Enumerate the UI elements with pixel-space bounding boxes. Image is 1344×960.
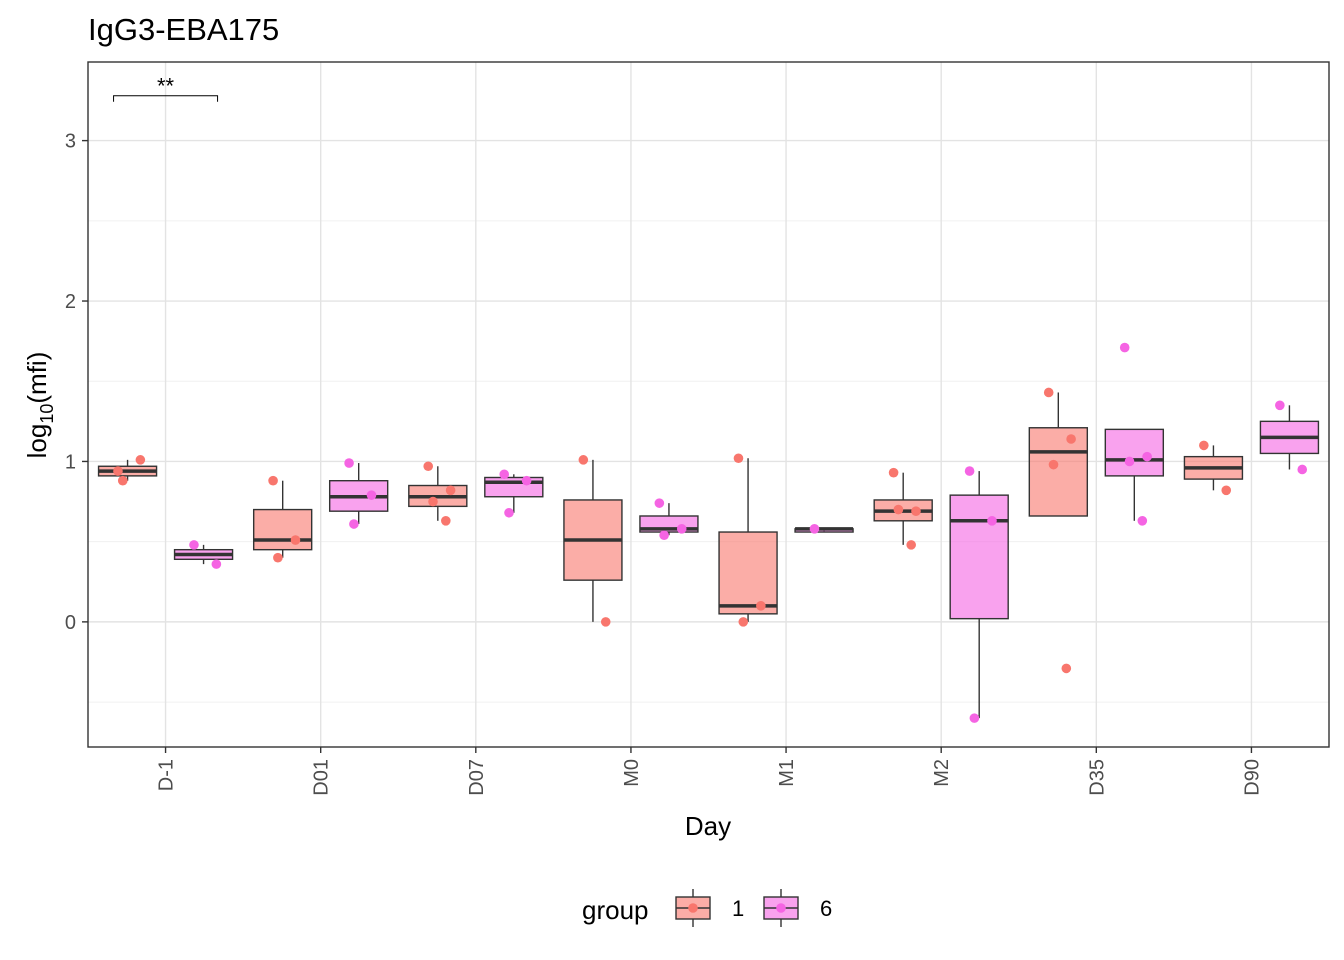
point-6-D-1 bbox=[211, 559, 222, 569]
x-tick-label: M0 bbox=[621, 759, 643, 787]
point-6-D35 bbox=[1137, 516, 1148, 526]
x-tick-label: D35 bbox=[1086, 759, 1108, 796]
point-1-M0 bbox=[578, 455, 589, 465]
box-6-M2 bbox=[949, 471, 1009, 719]
point-1-D90 bbox=[1199, 440, 1209, 451]
point-6-D35 bbox=[1142, 451, 1152, 462]
y-tick-label: 2 bbox=[65, 291, 76, 313]
x-axis-title: Day bbox=[685, 811, 731, 841]
legend-title: group bbox=[582, 895, 649, 925]
point-1-D07 bbox=[445, 485, 456, 496]
point-1-D-1 bbox=[135, 455, 146, 465]
legend-key-6: 6 bbox=[763, 889, 832, 927]
box-6-D90 bbox=[1259, 405, 1320, 470]
box-1-M0 bbox=[563, 459, 623, 622]
x-tick-label: M2 bbox=[931, 759, 953, 787]
point-6-D35 bbox=[1119, 342, 1130, 353]
significance-bracket: ** bbox=[113, 74, 219, 102]
point-1-D90 bbox=[1221, 485, 1232, 496]
legend: group 1 6 bbox=[582, 889, 832, 927]
box-body bbox=[1028, 427, 1089, 517]
point-1-D35 bbox=[1061, 663, 1072, 674]
x-tick-label: D-1 bbox=[156, 759, 178, 791]
point-6-M0 bbox=[654, 498, 665, 508]
point-1-M2 bbox=[893, 504, 904, 515]
legend-label-6: 6 bbox=[820, 896, 832, 921]
box-body bbox=[949, 494, 1009, 620]
point-1-D01 bbox=[290, 535, 301, 545]
box-1-D90 bbox=[1183, 445, 1244, 491]
point-6-M0 bbox=[659, 530, 669, 541]
box-1-D-1 bbox=[97, 459, 158, 481]
y-axis-title: log10(mfi) bbox=[22, 352, 57, 459]
legend-key-1: 1 bbox=[675, 889, 744, 927]
point-1-M1 bbox=[756, 601, 766, 611]
bracket-line bbox=[113, 95, 219, 102]
panel-border bbox=[87, 61, 1330, 748]
point-6-D01 bbox=[344, 458, 354, 468]
point-6-D01 bbox=[366, 490, 377, 500]
legend-point bbox=[776, 903, 786, 913]
point-6-D01 bbox=[349, 519, 359, 529]
y-axis-title-rest: (mfi) bbox=[22, 352, 52, 404]
point-1-D-1 bbox=[113, 466, 123, 476]
point-1-D35 bbox=[1048, 459, 1059, 470]
box-6-D-1 bbox=[173, 544, 234, 565]
point-6-M2 bbox=[964, 466, 975, 476]
point-6-M1 bbox=[809, 524, 820, 534]
x-tick-label: D07 bbox=[466, 759, 488, 796]
panel-background bbox=[88, 62, 1329, 747]
box-body bbox=[718, 531, 778, 615]
y-tick-label: 3 bbox=[65, 131, 76, 153]
box-1-D35 bbox=[1028, 392, 1089, 517]
legend-label-1: 1 bbox=[732, 896, 744, 921]
point-1-M0 bbox=[600, 617, 611, 627]
point-6-D90 bbox=[1275, 400, 1285, 411]
point-6-D07 bbox=[499, 469, 510, 480]
point-1-D35 bbox=[1043, 387, 1054, 398]
box-6-M1 bbox=[794, 527, 854, 533]
point-1-M1 bbox=[738, 617, 749, 627]
x-tick-label: D90 bbox=[1241, 759, 1263, 796]
box-body bbox=[1104, 428, 1165, 477]
point-6-D07 bbox=[521, 475, 532, 486]
plot-area: ** 0 1 2 3 D-1 D01 D07 M0 M1 M2 D35 D90 bbox=[65, 61, 1330, 796]
box-1-D01 bbox=[252, 480, 313, 558]
box-1-M1 bbox=[718, 458, 778, 622]
point-6-M0 bbox=[676, 524, 687, 534]
point-1-D01 bbox=[268, 475, 278, 486]
significance-label: ** bbox=[157, 74, 175, 99]
point-1-M2 bbox=[888, 467, 899, 478]
point-6-D90 bbox=[1297, 464, 1308, 475]
point-6-D07 bbox=[504, 507, 514, 518]
point-6-D35 bbox=[1124, 456, 1135, 467]
box-6-D35 bbox=[1104, 428, 1165, 521]
y-axis-title-base: log bbox=[22, 424, 52, 459]
point-1-D01 bbox=[273, 552, 283, 563]
y-axis-title-subscript: 10 bbox=[37, 404, 57, 424]
legend-point bbox=[688, 903, 698, 913]
box-body bbox=[252, 508, 313, 551]
point-1-M2 bbox=[906, 540, 916, 550]
point-1-D35 bbox=[1066, 434, 1076, 444]
y-tick-label: 0 bbox=[65, 612, 76, 634]
point-1-M1 bbox=[733, 453, 744, 464]
point-1-D-1 bbox=[117, 475, 128, 486]
point-1-D07 bbox=[441, 516, 451, 526]
box-body bbox=[484, 476, 544, 498]
x-tick-label: D01 bbox=[311, 759, 333, 796]
point-6-M2 bbox=[987, 516, 997, 526]
point-1-D07 bbox=[428, 496, 438, 507]
y-tick-label: 1 bbox=[65, 451, 76, 473]
point-1-M2 bbox=[911, 506, 921, 516]
point-6-D-1 bbox=[189, 540, 199, 550]
chart-title: IgG3-EBA175 bbox=[88, 12, 279, 47]
point-6-M2 bbox=[969, 713, 980, 723]
x-tick-label: M1 bbox=[776, 759, 798, 787]
box-6-D01 bbox=[328, 463, 389, 525]
point-1-D07 bbox=[423, 461, 434, 472]
